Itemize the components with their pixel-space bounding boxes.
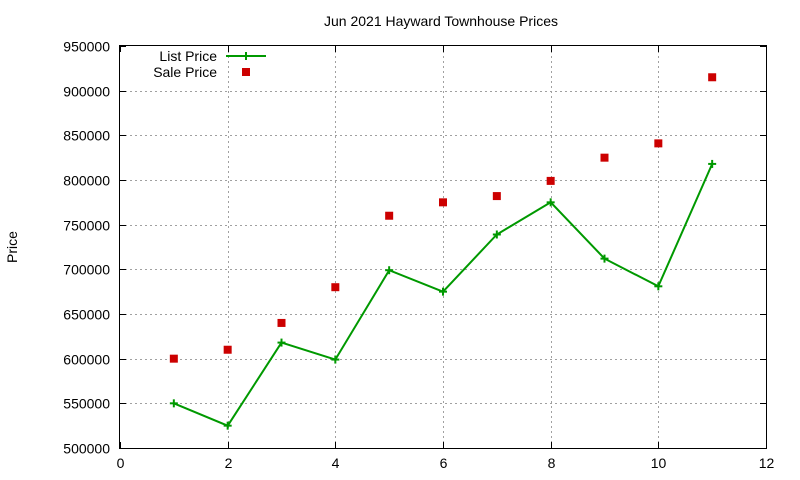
chart-title: Jun 2021 Hayward Townhouse Prices (324, 13, 558, 29)
y-tick-label: 500000 (63, 441, 110, 457)
y-tick-label: 700000 (63, 262, 110, 278)
list-price-point (331, 355, 340, 364)
sale-price-point (546, 176, 555, 185)
list-price-point (492, 230, 501, 239)
x-tick-label: 0 (117, 455, 125, 471)
list-price-point (223, 421, 232, 430)
sale-price-point (169, 354, 178, 363)
y-tick-label: 850000 (63, 128, 110, 144)
series-sale-price (169, 73, 717, 363)
list-price-point (654, 282, 663, 291)
y-tick-label: 750000 (63, 218, 110, 234)
x-tick-label: 8 (548, 455, 556, 471)
x-tick-label: 12 (759, 455, 775, 471)
y-tick-label: 800000 (63, 173, 110, 189)
list-price-point (385, 266, 394, 275)
sale-price-point (385, 211, 394, 220)
list-price-point (600, 254, 609, 263)
legend-label: List Price (159, 48, 217, 64)
list-price-point (708, 159, 717, 168)
y-tick-label: 900000 (63, 84, 110, 100)
series-layer (169, 73, 717, 430)
sale-price-point (439, 198, 447, 207)
legend-plus-swatch (242, 52, 250, 60)
x-tick-label: 10 (651, 455, 667, 471)
sale-price-point (223, 345, 232, 354)
sale-price-point (492, 192, 501, 201)
series-list-price (169, 159, 717, 430)
list-price-point (439, 287, 447, 296)
sale-price-point (654, 139, 663, 148)
axis-ticks: 500000 550000 600000 650000 700000 750000 8000… (63, 39, 774, 472)
y-tick-label: 600000 (63, 352, 110, 368)
sale-price-point (600, 153, 609, 162)
sale-price-point (277, 318, 286, 327)
grid-lines (120, 46, 766, 448)
list-price-point (546, 198, 555, 207)
y-tick-label: 650000 (63, 307, 110, 323)
y-tick-label: 550000 (63, 396, 110, 412)
x-tick-label: 6 (440, 455, 448, 471)
list-price-point (169, 399, 178, 408)
y-axis-label: Price (4, 231, 20, 263)
x-tick-label: 4 (332, 455, 340, 471)
legend-label: Sale Price (153, 64, 217, 80)
sale-price-point (708, 73, 717, 82)
sale-price-point (331, 283, 340, 292)
legend-square-swatch (242, 68, 250, 76)
y-tick-label: 950000 (63, 39, 110, 55)
plot-frame (119, 45, 767, 449)
x-tick-label: 2 (225, 455, 233, 471)
list-price-point (277, 338, 286, 347)
